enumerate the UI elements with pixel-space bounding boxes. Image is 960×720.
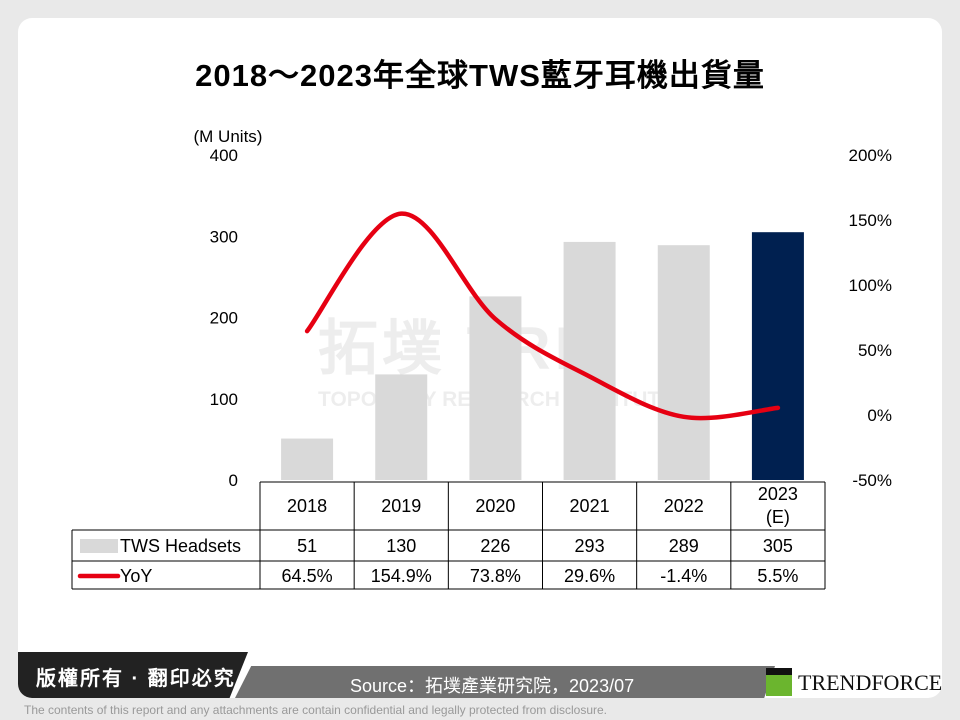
bar-data-label: 293 bbox=[575, 536, 605, 556]
y2-tick-label: 100% bbox=[849, 276, 892, 295]
x-tick-label: 2018 bbox=[287, 496, 327, 516]
bar-data-label: 289 bbox=[669, 536, 699, 556]
y-tick-label: 200 bbox=[210, 309, 238, 328]
y2-tick-label: 50% bbox=[858, 341, 892, 360]
legend-line-label: YoY bbox=[120, 566, 152, 586]
source-banner: Source：拓墣產業研究院，2023/07 bbox=[235, 666, 775, 698]
copyright-text: 版權所有 · 翻印必究 bbox=[36, 668, 236, 690]
copyright-banner: 版權所有 · 翻印必究 bbox=[18, 652, 248, 698]
x-tick-label: (E) bbox=[766, 507, 790, 527]
yoy-data-label: 29.6% bbox=[564, 566, 615, 586]
x-tick-label: 2021 bbox=[570, 496, 610, 516]
disclaimer: The contents of this report and any atta… bbox=[24, 703, 607, 717]
y-tick-label: 400 bbox=[210, 146, 238, 165]
x-tick-label: 2019 bbox=[381, 496, 421, 516]
x-tick-label: 2020 bbox=[475, 496, 515, 516]
bar-data-label: 226 bbox=[480, 536, 510, 556]
legend-bar-swatch bbox=[80, 539, 118, 553]
bar-2019 bbox=[375, 374, 428, 480]
y2-tick-label: 150% bbox=[849, 211, 892, 230]
yoy-line bbox=[304, 211, 781, 421]
yoy-data-label: 64.5% bbox=[282, 566, 333, 586]
y2-tick-label: 200% bbox=[849, 146, 892, 165]
legend-bar-label: TWS Headsets bbox=[120, 536, 241, 556]
y-tick-label: 300 bbox=[210, 227, 238, 246]
y-axis-label: (M Units) bbox=[194, 127, 263, 146]
bar-2020 bbox=[469, 296, 522, 480]
brand-name: TRENDFORCE bbox=[798, 670, 943, 695]
yoy-data-label: 154.9% bbox=[371, 566, 432, 586]
bar-2021 bbox=[563, 241, 616, 480]
watermark: 拓墣 TRI bbox=[318, 315, 576, 382]
x-tick-label: 2022 bbox=[664, 496, 704, 516]
trendforce-logo-icon bbox=[766, 668, 792, 696]
bar-2018 bbox=[281, 438, 334, 480]
source-text: Source：拓墣產業研究院，2023/07 bbox=[350, 676, 635, 696]
bar-data-label: 130 bbox=[386, 536, 416, 556]
bar-data-label: 305 bbox=[763, 536, 793, 556]
y-tick-label: 100 bbox=[210, 390, 238, 409]
bar-2023 bbox=[751, 232, 804, 480]
bar-2022 bbox=[657, 245, 710, 480]
yoy-data-label: -1.4% bbox=[660, 566, 707, 586]
yoy-data-label: 5.5% bbox=[757, 566, 798, 586]
yoy-data-label: 73.8% bbox=[470, 566, 521, 586]
y2-tick-label: -50% bbox=[852, 471, 892, 490]
y-tick-label: 0 bbox=[229, 471, 238, 490]
x-tick-label: 2023 bbox=[758, 484, 798, 504]
trendforce-logo: TRENDFORCE bbox=[760, 666, 945, 698]
y2-tick-label: 0% bbox=[867, 406, 892, 425]
bar-data-label: 51 bbox=[297, 536, 317, 556]
chart-title: 2018～2023年全球TWS藍牙耳機出貨量 bbox=[195, 58, 765, 93]
